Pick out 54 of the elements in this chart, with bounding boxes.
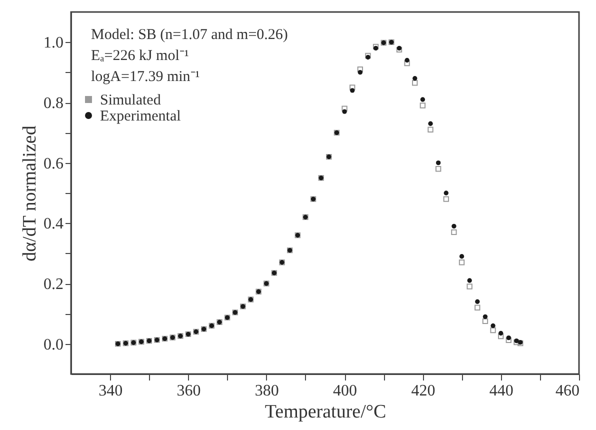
x-axis-title: Temperature/°C [264,402,386,422]
point [412,80,418,86]
y-tick-label: 0.6 [44,155,64,172]
y-tick-label: 0.4 [44,216,64,233]
x-tick-label: 380 [254,382,279,400]
legend-label: Simulated [100,92,162,108]
point [482,314,488,320]
point [451,229,457,236]
point [404,60,410,66]
point [436,160,441,166]
point [435,166,442,172]
y-tick-label: 0.2 [44,276,64,293]
point [342,109,347,114]
point [412,76,418,81]
point [458,260,465,266]
point [420,102,426,108]
x-tick-label: 460 [556,382,580,400]
point [358,70,363,75]
x-tick-label: 400 [333,382,358,400]
legend-label: Experimental [100,108,181,124]
point [452,224,456,229]
point [506,337,512,344]
point [420,97,426,102]
x-tick-label: 360 [176,382,201,400]
point [428,126,434,132]
point [490,327,496,334]
annotation: Eₐ=226 kJ mol⁻¹ [91,48,189,64]
point [443,196,449,202]
point [475,299,480,304]
point [506,335,512,340]
annotation: logA=17.39 min⁻¹ [91,69,200,85]
point [490,323,496,328]
point [498,333,504,340]
point [428,121,433,126]
y-tick-label: 1.0 [44,34,64,52]
point [350,84,356,90]
point [467,278,472,283]
y-tick-label: 0.8 [44,95,64,112]
point [357,66,364,72]
point [482,318,488,324]
x-tick-label: 420 [411,382,436,400]
point [466,284,472,290]
y-axis-title: dα/dT normalized [20,125,40,262]
point [342,106,348,112]
point [474,304,480,310]
x-tick-label: 340 [98,382,123,400]
x-tick-label: 440 [489,382,514,400]
point [498,330,504,336]
annotation: Model: SB (n=1.07 and m=0.26) [91,27,288,43]
y-tick-label: 0.0 [44,336,64,354]
point [459,254,464,259]
point [350,88,355,93]
point [404,58,410,63]
point [444,190,448,196]
